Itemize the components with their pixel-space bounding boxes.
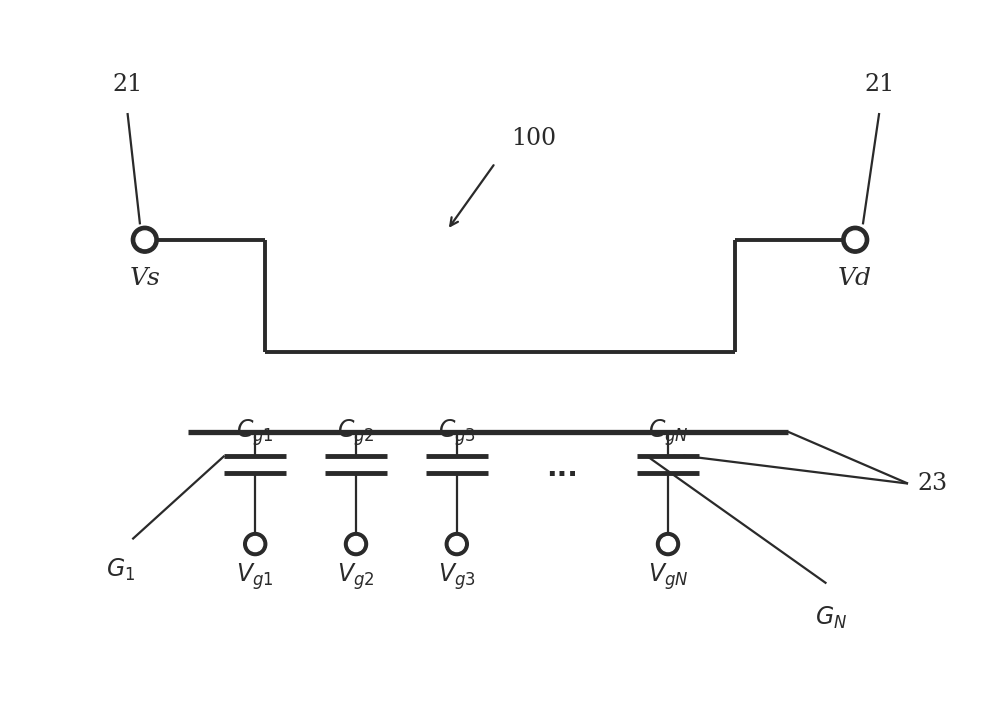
Text: $C_{g1}$: $C_{g1}$ [236, 417, 274, 448]
Text: Vs: Vs [129, 267, 160, 290]
Text: Vd: Vd [838, 267, 872, 290]
Text: ...: ... [546, 454, 578, 482]
Text: 100: 100 [511, 127, 556, 151]
Circle shape [248, 537, 263, 551]
Text: 23: 23 [918, 472, 948, 495]
Text: 21: 21 [112, 73, 143, 95]
Text: $V_{gN}$: $V_{gN}$ [648, 561, 688, 592]
Circle shape [445, 532, 468, 556]
Text: $C_{g3}$: $C_{g3}$ [438, 417, 476, 448]
Circle shape [244, 532, 267, 556]
Text: $G_N$: $G_N$ [815, 604, 847, 631]
Circle shape [344, 532, 368, 556]
Text: $V_{g2}$: $V_{g2}$ [337, 561, 375, 592]
Text: $V_{g1}$: $V_{g1}$ [236, 561, 274, 592]
Text: $V_{g3}$: $V_{g3}$ [438, 561, 476, 592]
Circle shape [449, 537, 464, 551]
Text: 21: 21 [864, 73, 894, 95]
Circle shape [661, 537, 675, 551]
Circle shape [842, 226, 869, 253]
Circle shape [131, 226, 158, 253]
Text: $C_{g2}$: $C_{g2}$ [337, 417, 375, 448]
Circle shape [136, 231, 154, 248]
Text: $C_{gN}$: $C_{gN}$ [648, 417, 688, 448]
Circle shape [656, 532, 680, 556]
Circle shape [846, 231, 864, 248]
Circle shape [349, 537, 363, 551]
Text: $G_1$: $G_1$ [106, 556, 135, 583]
